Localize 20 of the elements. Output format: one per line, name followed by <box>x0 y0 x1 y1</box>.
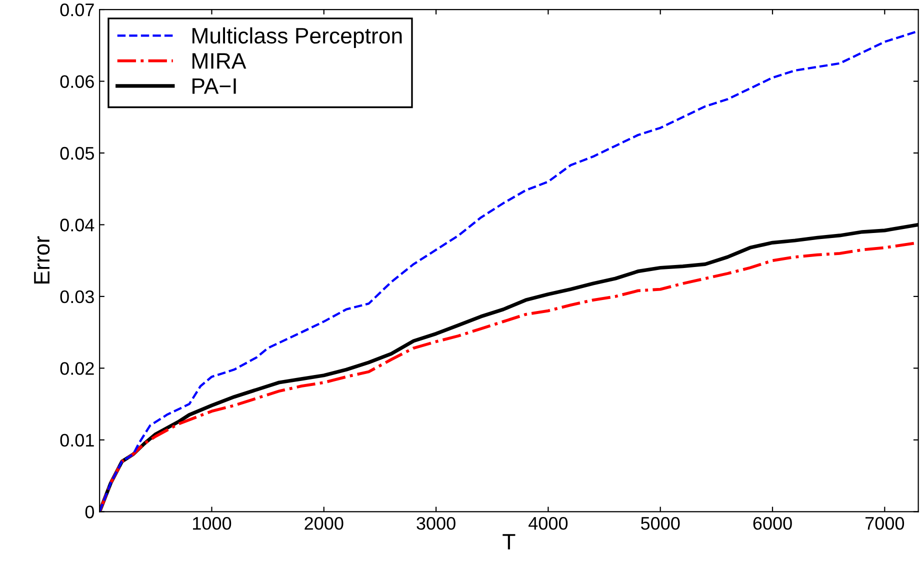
y-tick-label: 0.02 <box>60 362 94 375</box>
legend-label: PA−I <box>192 78 236 94</box>
y-tick-label: 0.06 <box>60 75 94 88</box>
y-axis-title: Error <box>34 236 50 284</box>
x-tick-label: 1000 <box>193 516 232 530</box>
legend-label: Multiclass Perceptron <box>192 27 402 48</box>
legend-label: MIRA <box>192 53 246 69</box>
y-tick-label: 0.07 <box>60 3 94 16</box>
y-tick-label: 0.01 <box>60 434 94 447</box>
x-axis-title: T <box>502 534 516 550</box>
x-tick-label: 7000 <box>866 516 904 530</box>
y-tick-label: 0.03 <box>60 290 94 304</box>
x-tick-label: 6000 <box>753 516 792 530</box>
x-tick-label: 3000 <box>416 516 456 530</box>
x-tick-label: 5000 <box>640 516 680 530</box>
y-tick-label: 0.05 <box>60 146 94 160</box>
x-tick-label: 2000 <box>304 516 344 530</box>
x-tick-label: 4000 <box>528 516 568 530</box>
y-tick-label: 0 <box>85 506 94 518</box>
y-tick-label: 0.04 <box>60 218 94 232</box>
